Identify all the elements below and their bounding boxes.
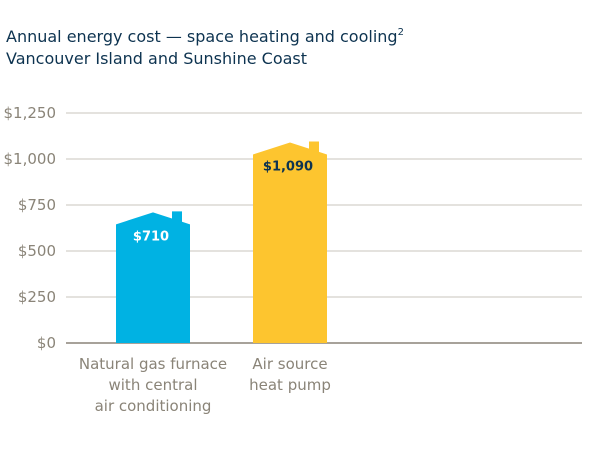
y-tick-label: $750	[18, 196, 56, 214]
category-label-line: with central	[109, 376, 198, 394]
category-label-line: Air source	[252, 355, 327, 373]
bars: $710 $1,090	[116, 141, 327, 343]
bar-2	[253, 141, 327, 343]
y-tick-label: $0	[37, 334, 56, 352]
chart-subtitle: Vancouver Island and Sunshine Coast	[6, 49, 308, 68]
category-label-line: air conditioning	[95, 397, 212, 415]
chart-title-text: Annual energy cost — space heating and c…	[6, 27, 398, 46]
category-label-line: Natural gas furnace	[79, 355, 227, 373]
bar-value-label: $1,090	[263, 159, 313, 174]
bar-1	[116, 211, 190, 343]
bar-value-label: $710	[133, 229, 169, 244]
chart-title: Annual energy cost — space heating and c…	[6, 26, 404, 48]
y-tick-label: $250	[18, 288, 56, 306]
y-axis-tick-labels: $0 $250 $500 $750 $1,000 $1,250	[4, 104, 57, 352]
y-tick-label: $500	[18, 242, 56, 260]
category-label-line: heat pump	[249, 376, 331, 394]
y-tick-label: $1,250	[4, 104, 57, 122]
chart-title-footnote-ref: 2	[397, 27, 404, 38]
y-tick-label: $1,000	[4, 150, 57, 168]
category-labels: Natural gas furnace with central air condi…	[79, 355, 331, 415]
